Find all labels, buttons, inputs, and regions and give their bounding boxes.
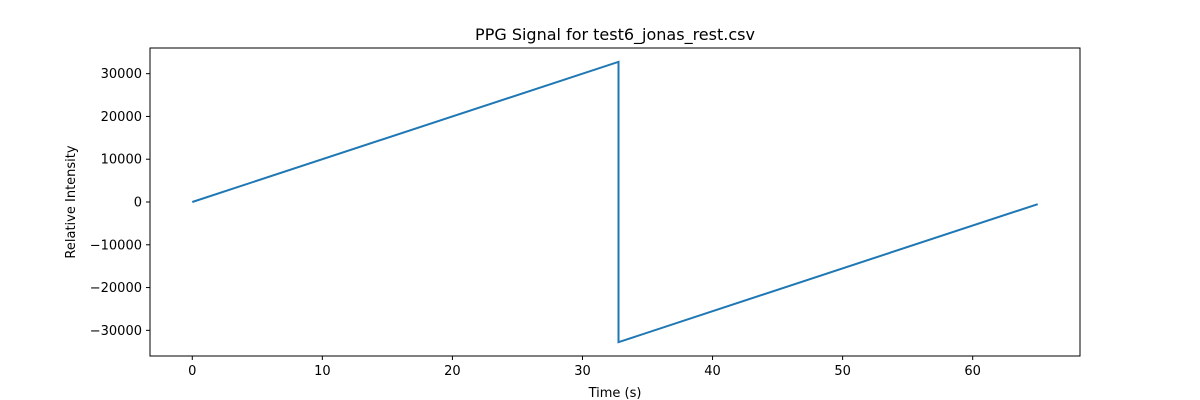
plot-frame xyxy=(149,47,1081,357)
y-axis-label: Relative Intensity xyxy=(64,145,79,258)
y-tick-label: 10000 xyxy=(101,153,142,168)
x-tick-label: 0 xyxy=(188,364,196,379)
y-tick-label: −20000 xyxy=(90,281,142,296)
chart-title: PPG Signal for test6_jonas_rest.csv xyxy=(475,25,755,45)
y-tick-label: 0 xyxy=(134,196,142,211)
x-tick-label: 40 xyxy=(704,364,721,379)
y-tick-label: −10000 xyxy=(90,238,142,253)
x-tick-label: 60 xyxy=(964,364,981,379)
x-tick-label: 30 xyxy=(574,364,591,379)
y-tick-label: 20000 xyxy=(101,110,142,125)
plot-lines xyxy=(191,60,1039,344)
x-tick-label: 20 xyxy=(444,364,461,379)
series-line xyxy=(191,60,1039,344)
x-tick-label: 50 xyxy=(834,364,851,379)
x-axis-ticks: 0 10 20 30 40 50 60 xyxy=(188,356,981,379)
x-axis-label: Time (s) xyxy=(588,386,642,400)
y-tick-label: −30000 xyxy=(90,324,142,339)
y-axis-ticks: −30000 −20000 −10000 0 10000 20000 30000 xyxy=(90,67,150,339)
y-tick-label: 30000 xyxy=(101,67,142,82)
x-tick-label: 10 xyxy=(314,364,331,379)
